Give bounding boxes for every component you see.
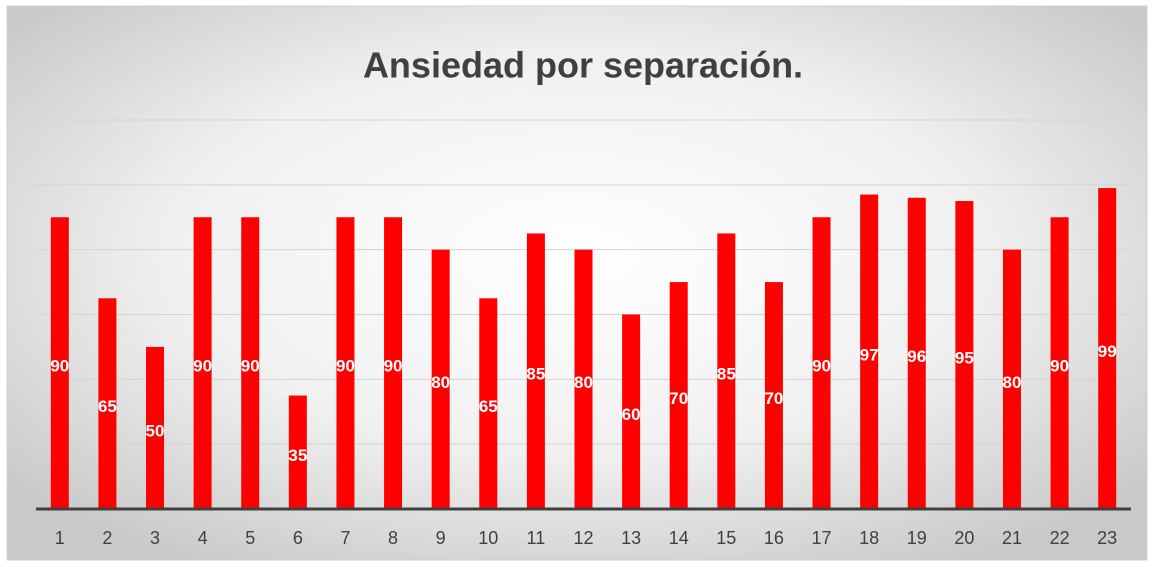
data-label: 90: [241, 357, 260, 376]
x-tick-label: 7: [340, 528, 350, 548]
x-tick-label: 15: [716, 528, 736, 548]
bar: [384, 217, 403, 509]
data-label: 95: [955, 349, 974, 368]
x-tick-label: 16: [764, 528, 784, 548]
bar: [669, 282, 688, 509]
x-tick-label: 3: [150, 528, 160, 548]
bar: [146, 346, 165, 509]
x-tick-label: 18: [859, 528, 879, 548]
data-label: 35: [288, 446, 307, 465]
x-tick-label: 2: [102, 528, 112, 548]
data-label: 60: [622, 405, 641, 424]
x-tick-label: 14: [669, 528, 689, 548]
data-label: 96: [907, 347, 926, 366]
bar: [479, 298, 498, 509]
bar: [431, 249, 450, 509]
data-label: 65: [98, 397, 117, 416]
data-label: 90: [384, 357, 403, 376]
data-label: 65: [479, 397, 498, 416]
x-tick-label: 22: [1050, 528, 1070, 548]
x-tick-label: 11: [527, 528, 546, 548]
x-tick-label: 8: [388, 528, 398, 548]
bar: [812, 217, 831, 509]
bar: [622, 314, 641, 509]
data-label: 97: [860, 345, 879, 364]
data-label: 85: [717, 365, 736, 384]
data-label: 90: [812, 357, 831, 376]
data-label: 85: [526, 365, 545, 384]
data-label: 90: [193, 357, 212, 376]
bar: [907, 197, 926, 510]
bar: [98, 298, 117, 509]
x-tick-label: 23: [1097, 528, 1117, 548]
data-label: 50: [146, 421, 165, 440]
x-tick-label: 19: [907, 528, 927, 548]
x-tick-label: 1: [55, 528, 65, 548]
data-label: 90: [336, 357, 355, 376]
bar: [241, 217, 260, 509]
chart-title: Ansiedad por separación.: [363, 45, 803, 86]
bar: [288, 395, 307, 509]
x-tick-label: 4: [198, 528, 208, 548]
data-label: 90: [1050, 357, 1069, 376]
bar: [1098, 188, 1117, 509]
bar: [574, 249, 593, 509]
bar: [1050, 217, 1069, 509]
data-label: 90: [50, 357, 69, 376]
x-tick-label: 10: [478, 528, 498, 548]
x-tick-label: 5: [245, 528, 255, 548]
data-label: 80: [431, 373, 450, 392]
bar: [1002, 249, 1021, 509]
bar: [717, 233, 736, 510]
data-label: 70: [764, 389, 783, 408]
data-label: 80: [1003, 373, 1022, 392]
bar: [50, 217, 69, 509]
bar: [955, 201, 974, 509]
data-label: 70: [669, 389, 688, 408]
x-tick-label: 17: [812, 528, 832, 548]
data-label: 99: [1098, 342, 1117, 361]
bar: [764, 282, 783, 509]
bar: [193, 217, 212, 509]
x-tick-label: 21: [1002, 528, 1022, 548]
bar: [526, 233, 545, 510]
data-label: 80: [574, 373, 593, 392]
x-tick-label: 12: [573, 528, 593, 548]
x-tick-label: 20: [954, 528, 974, 548]
x-tick-label: 9: [436, 528, 446, 548]
x-tick-label: 13: [621, 528, 641, 548]
bar: [860, 194, 879, 509]
bar: [336, 217, 355, 509]
x-tick-label: 6: [293, 528, 303, 548]
